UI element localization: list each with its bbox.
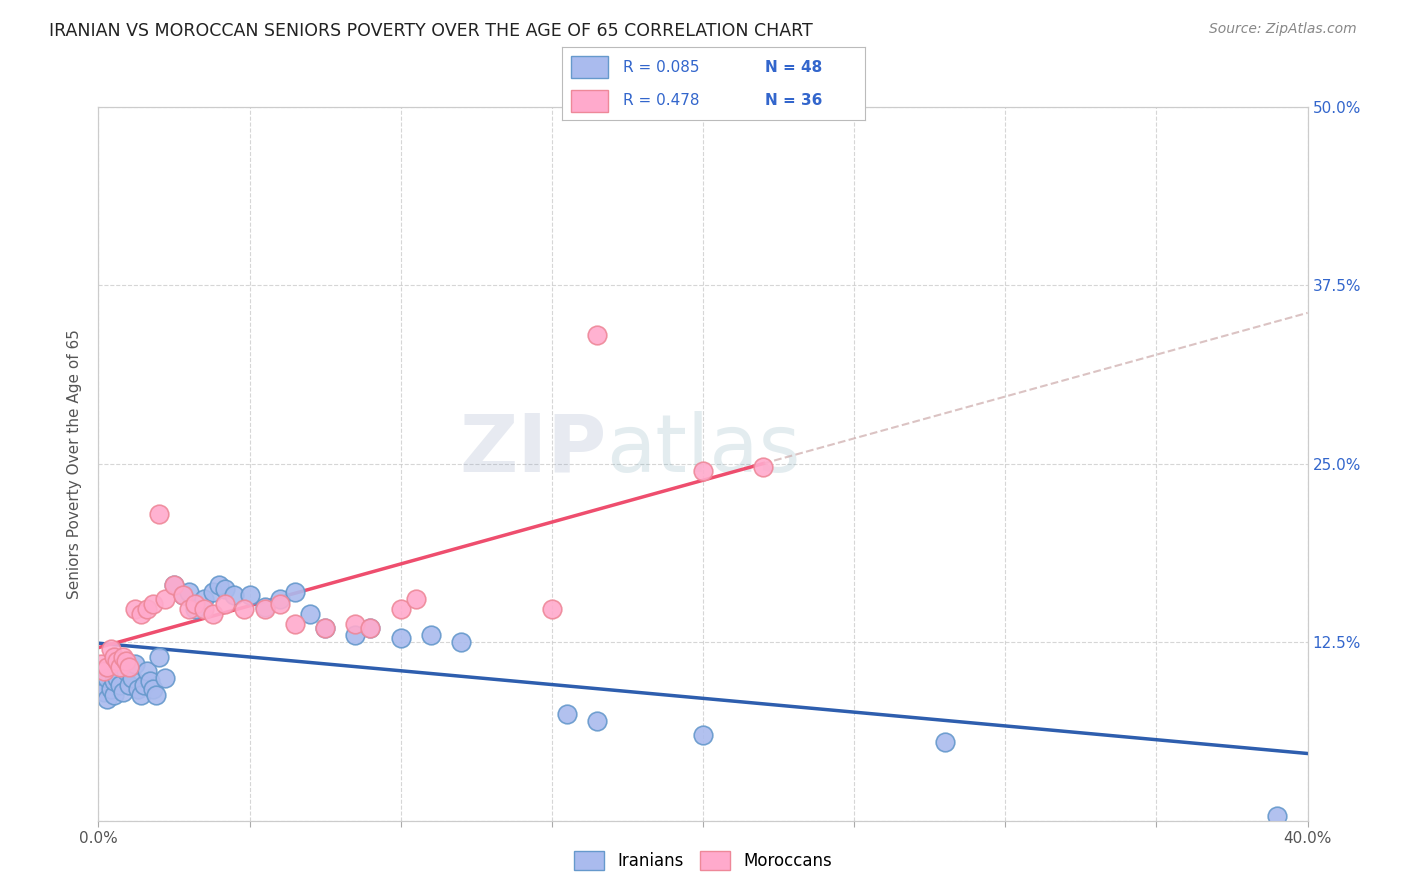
Point [934, 735, 956, 749]
Text: R = 0.085: R = 0.085 [623, 60, 699, 75]
Legend: Iranians, Moroccans: Iranians, Moroccans [567, 844, 839, 877]
Point [118, 678, 141, 692]
Point [132, 678, 155, 692]
Point [284, 585, 307, 599]
Point [253, 602, 276, 616]
Point [344, 628, 367, 642]
Y-axis label: Seniors Poverty Over the Age of 65: Seniors Poverty Over the Age of 65 [67, 329, 83, 599]
Point [100, 682, 122, 697]
Point [103, 649, 125, 664]
Point [135, 664, 157, 678]
Point [208, 578, 231, 592]
Text: atlas: atlas [606, 410, 800, 489]
Point [111, 685, 134, 699]
Point [96, 692, 118, 706]
Point [202, 585, 225, 599]
Point [284, 616, 307, 631]
Point [540, 602, 562, 616]
Point [163, 578, 186, 592]
Point [105, 671, 128, 685]
Point [586, 714, 609, 728]
Point [586, 328, 609, 343]
Point [135, 602, 157, 616]
Point [148, 507, 170, 521]
Point [555, 706, 578, 721]
Point [145, 688, 167, 702]
Point [105, 654, 128, 668]
Point [108, 659, 131, 673]
Point [93, 685, 115, 699]
Point [103, 673, 125, 688]
Point [142, 682, 165, 697]
Point [420, 628, 443, 642]
Point [239, 588, 262, 602]
Point [389, 631, 412, 645]
Point [114, 654, 136, 668]
Point [405, 592, 427, 607]
Point [299, 607, 322, 621]
Point [153, 592, 176, 607]
Point [96, 671, 118, 685]
Point [124, 657, 146, 671]
Point [129, 607, 152, 621]
Point [360, 621, 382, 635]
Bar [571, 90, 607, 112]
Point [224, 588, 246, 602]
Point [90, 657, 112, 671]
Point [172, 588, 194, 602]
Point [100, 642, 122, 657]
Text: R = 0.478: R = 0.478 [623, 93, 699, 108]
Point [184, 597, 207, 611]
Point [127, 682, 149, 697]
Point [139, 673, 162, 688]
Text: N = 48: N = 48 [765, 60, 823, 75]
Point [129, 688, 152, 702]
Point [93, 664, 115, 678]
Point [172, 588, 194, 602]
Point [360, 621, 382, 635]
Point [111, 649, 134, 664]
Point [184, 602, 207, 616]
Point [214, 582, 236, 597]
Point [344, 616, 367, 631]
Point [232, 602, 254, 616]
Point [253, 599, 276, 614]
Point [103, 688, 125, 702]
Point [96, 659, 118, 673]
Point [108, 678, 131, 692]
Text: ZIP: ZIP [458, 410, 606, 489]
Point [124, 602, 146, 616]
Point [1267, 809, 1289, 823]
Text: IRANIAN VS MOROCCAN SENIORS POVERTY OVER THE AGE OF 65 CORRELATION CHART: IRANIAN VS MOROCCAN SENIORS POVERTY OVER… [49, 22, 813, 40]
Point [692, 464, 714, 478]
Point [148, 649, 170, 664]
Bar [571, 56, 607, 78]
Point [142, 597, 165, 611]
Point [114, 664, 136, 678]
Point [163, 578, 186, 592]
Point [179, 585, 201, 599]
Point [269, 597, 291, 611]
Point [214, 597, 236, 611]
Text: N = 36: N = 36 [765, 93, 823, 108]
Point [202, 607, 225, 621]
Point [450, 635, 472, 649]
Point [752, 459, 775, 474]
Point [193, 592, 215, 607]
Point [269, 592, 291, 607]
Point [179, 602, 201, 616]
Point [90, 678, 112, 692]
Text: Source: ZipAtlas.com: Source: ZipAtlas.com [1209, 22, 1357, 37]
Point [118, 659, 141, 673]
Point [314, 621, 336, 635]
Point [314, 621, 336, 635]
Point [692, 728, 714, 742]
Point [121, 671, 143, 685]
Point [389, 602, 412, 616]
Point [153, 671, 176, 685]
Point [193, 602, 215, 616]
